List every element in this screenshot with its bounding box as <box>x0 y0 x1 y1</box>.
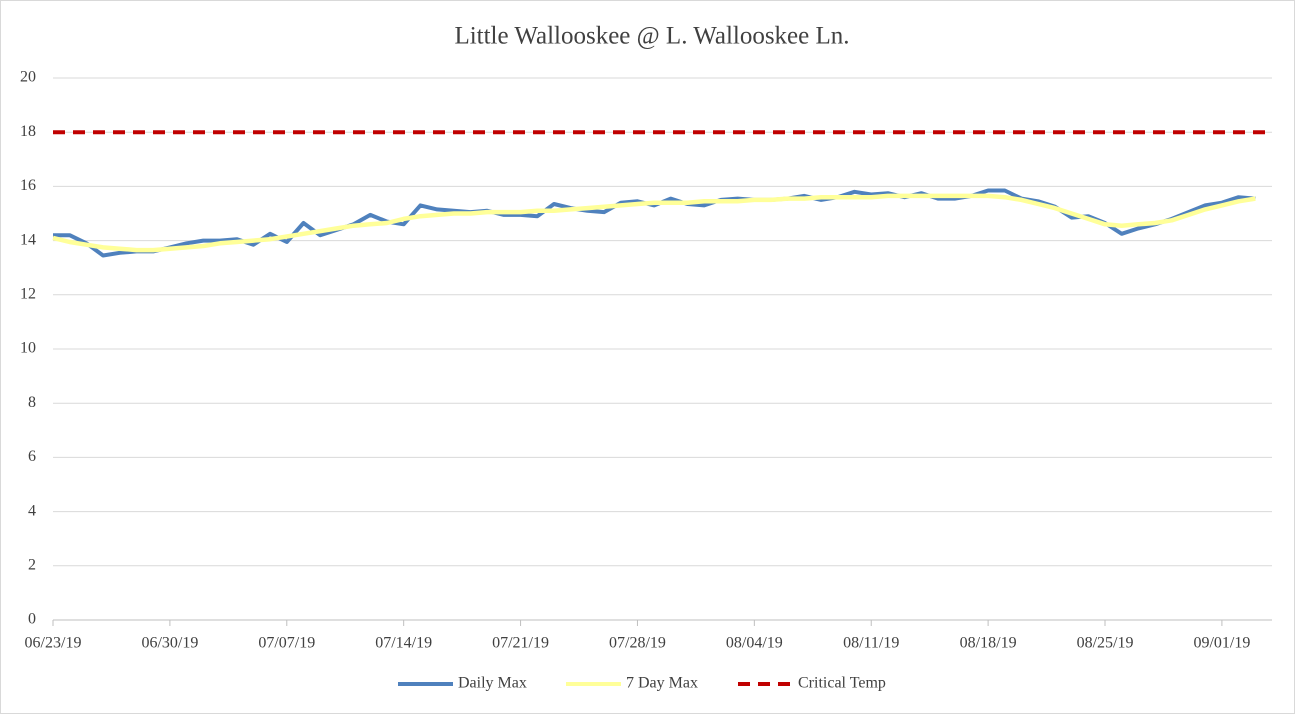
x-tick-label: 06/30/19 <box>141 635 198 652</box>
x-tick-label: 07/07/19 <box>258 635 315 652</box>
x-tick-label: 07/14/19 <box>375 635 432 652</box>
y-tick-label: 2 <box>28 556 36 573</box>
y-tick-label: 8 <box>28 394 36 411</box>
y-tick-label: 6 <box>28 448 36 465</box>
y-tick-label: 18 <box>20 123 36 140</box>
x-tick-label: 07/28/19 <box>609 635 666 652</box>
x-tick-label: 06/23/19 <box>25 635 82 652</box>
y-tick-label: 20 <box>20 69 36 86</box>
y-tick-label: 10 <box>20 340 36 357</box>
legend-label: Daily Max <box>458 675 527 692</box>
x-tick-label: 09/01/19 <box>1193 635 1250 652</box>
x-tick-label: 08/25/19 <box>1077 635 1134 652</box>
series-line <box>52 193 1256 253</box>
x-tick-label: 08/18/19 <box>960 635 1017 652</box>
y-tick-label: 4 <box>28 502 36 519</box>
y-tick-label: 0 <box>28 611 36 628</box>
x-tick-label: 08/11/19 <box>843 635 899 652</box>
chart-title: Little Wallooskee @ L. Wallooskee Ln. <box>454 23 849 50</box>
y-tick-label: 14 <box>20 231 36 248</box>
x-tick-label: 08/04/19 <box>726 635 783 652</box>
y-tick-label: 16 <box>20 177 36 194</box>
legend-label: Critical Temp <box>798 675 886 692</box>
y-tick-label: 12 <box>20 285 36 302</box>
x-tick-label: 07/21/19 <box>492 635 549 652</box>
legend-label: 7 Day Max <box>626 675 698 692</box>
